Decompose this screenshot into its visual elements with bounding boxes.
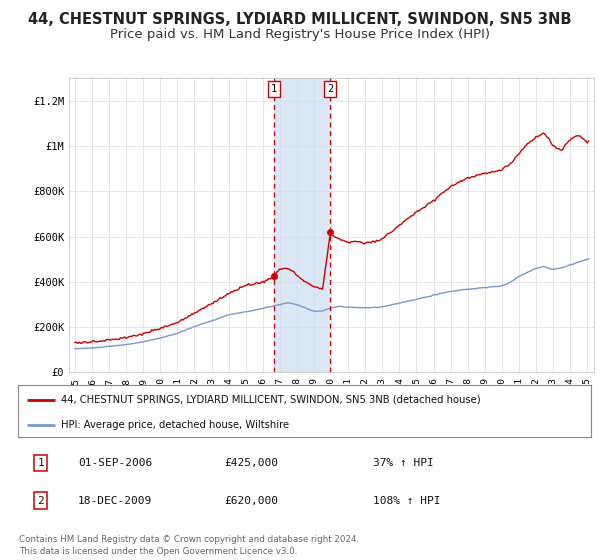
Text: £620,000: £620,000 xyxy=(224,496,278,506)
Text: Price paid vs. HM Land Registry's House Price Index (HPI): Price paid vs. HM Land Registry's House … xyxy=(110,28,490,41)
Text: HPI: Average price, detached house, Wiltshire: HPI: Average price, detached house, Wilt… xyxy=(61,421,289,431)
Text: 18-DEC-2009: 18-DEC-2009 xyxy=(78,496,152,506)
Text: 37% ↑ HPI: 37% ↑ HPI xyxy=(373,458,434,468)
Text: 44, CHESTNUT SPRINGS, LYDIARD MILLICENT, SWINDON, SN5 3NB: 44, CHESTNUT SPRINGS, LYDIARD MILLICENT,… xyxy=(28,12,572,27)
Text: £425,000: £425,000 xyxy=(224,458,278,468)
Text: 44, CHESTNUT SPRINGS, LYDIARD MILLICENT, SWINDON, SN5 3NB (detached house): 44, CHESTNUT SPRINGS, LYDIARD MILLICENT,… xyxy=(61,395,481,405)
Text: 108% ↑ HPI: 108% ↑ HPI xyxy=(373,496,441,506)
Text: Contains HM Land Registry data © Crown copyright and database right 2024.
This d: Contains HM Land Registry data © Crown c… xyxy=(19,535,359,556)
Bar xyxy=(274,78,331,372)
Text: 2: 2 xyxy=(327,83,334,94)
Text: 2: 2 xyxy=(38,496,44,506)
Text: 01-SEP-2006: 01-SEP-2006 xyxy=(78,458,152,468)
Text: 1: 1 xyxy=(38,458,44,468)
Text: 1: 1 xyxy=(271,83,277,94)
